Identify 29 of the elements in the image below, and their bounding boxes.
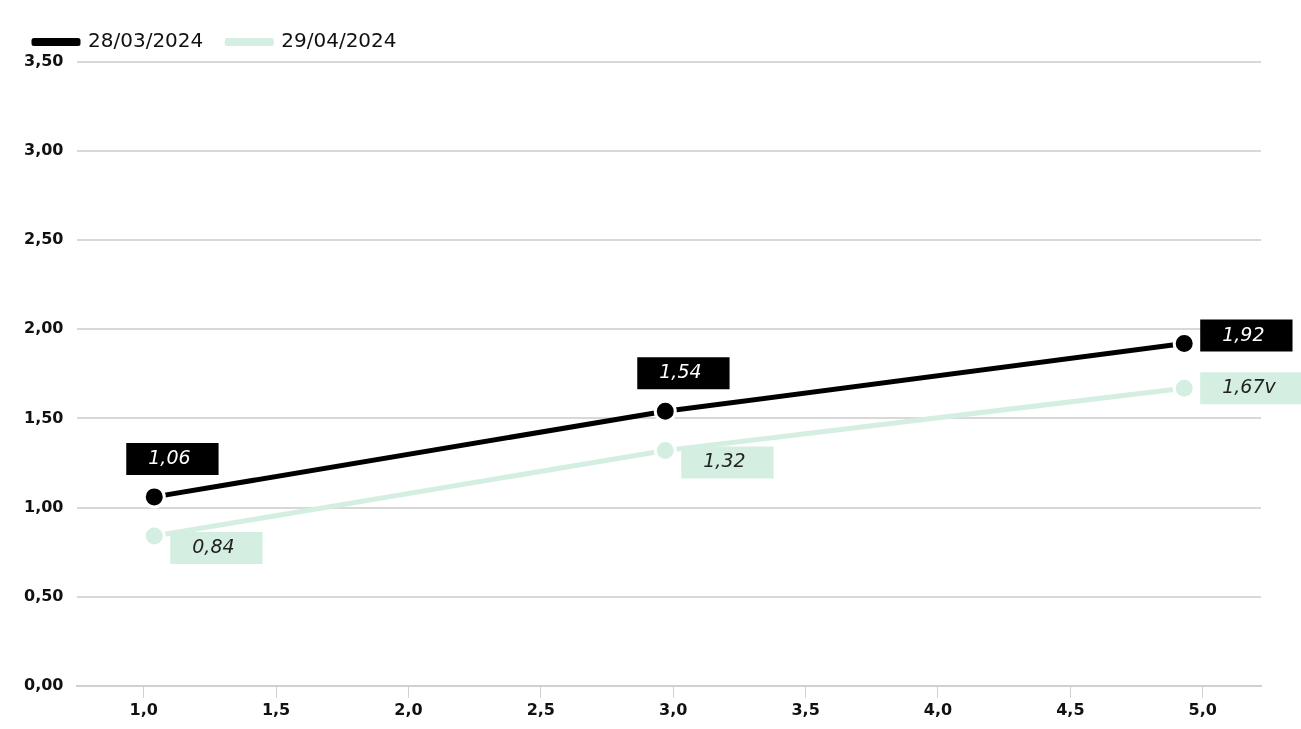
x-tick-label: 3,5 [791, 699, 820, 719]
data-label: 1,92 [1222, 322, 1265, 345]
point [653, 399, 677, 423]
data-label: 1,54 [659, 360, 702, 383]
y-tick-label: 1,50 [23, 407, 64, 427]
x-tick-label: 2,0 [394, 699, 423, 719]
x-tick-label: 4,5 [1056, 699, 1085, 719]
x-tick-label: 1,5 [261, 699, 291, 719]
y-tick-label: 3,00 [23, 140, 64, 160]
x-tick-label: 3,0 [659, 699, 688, 719]
data-label: 1,32 [703, 449, 746, 472]
legend-label: 29/04/2024 [281, 28, 397, 53]
y-tick-label: 2,50 [23, 229, 64, 249]
y-tick-label: 3,50 [23, 51, 64, 71]
x-tick-label: 5,0 [1188, 699, 1217, 719]
y-tick-label: 2,00 [23, 318, 64, 338]
data-label: 1,67v [1222, 375, 1277, 398]
point [142, 485, 166, 509]
y-tick-label: 1,00 [23, 496, 64, 516]
y-tick-label: 0,00 [23, 674, 64, 694]
x-tick-label: 1,0 [129, 699, 158, 719]
x-tick-label: 2,5 [526, 699, 555, 719]
data-label: 1,06 [148, 445, 191, 468]
point [142, 524, 166, 548]
point [1172, 376, 1196, 400]
x-tick-label: 4,0 [923, 699, 953, 719]
data-label: 0,84 [192, 535, 235, 558]
y-tick-label: 0,50 [23, 585, 64, 605]
legend-label: 28/03/2024 [88, 28, 204, 53]
